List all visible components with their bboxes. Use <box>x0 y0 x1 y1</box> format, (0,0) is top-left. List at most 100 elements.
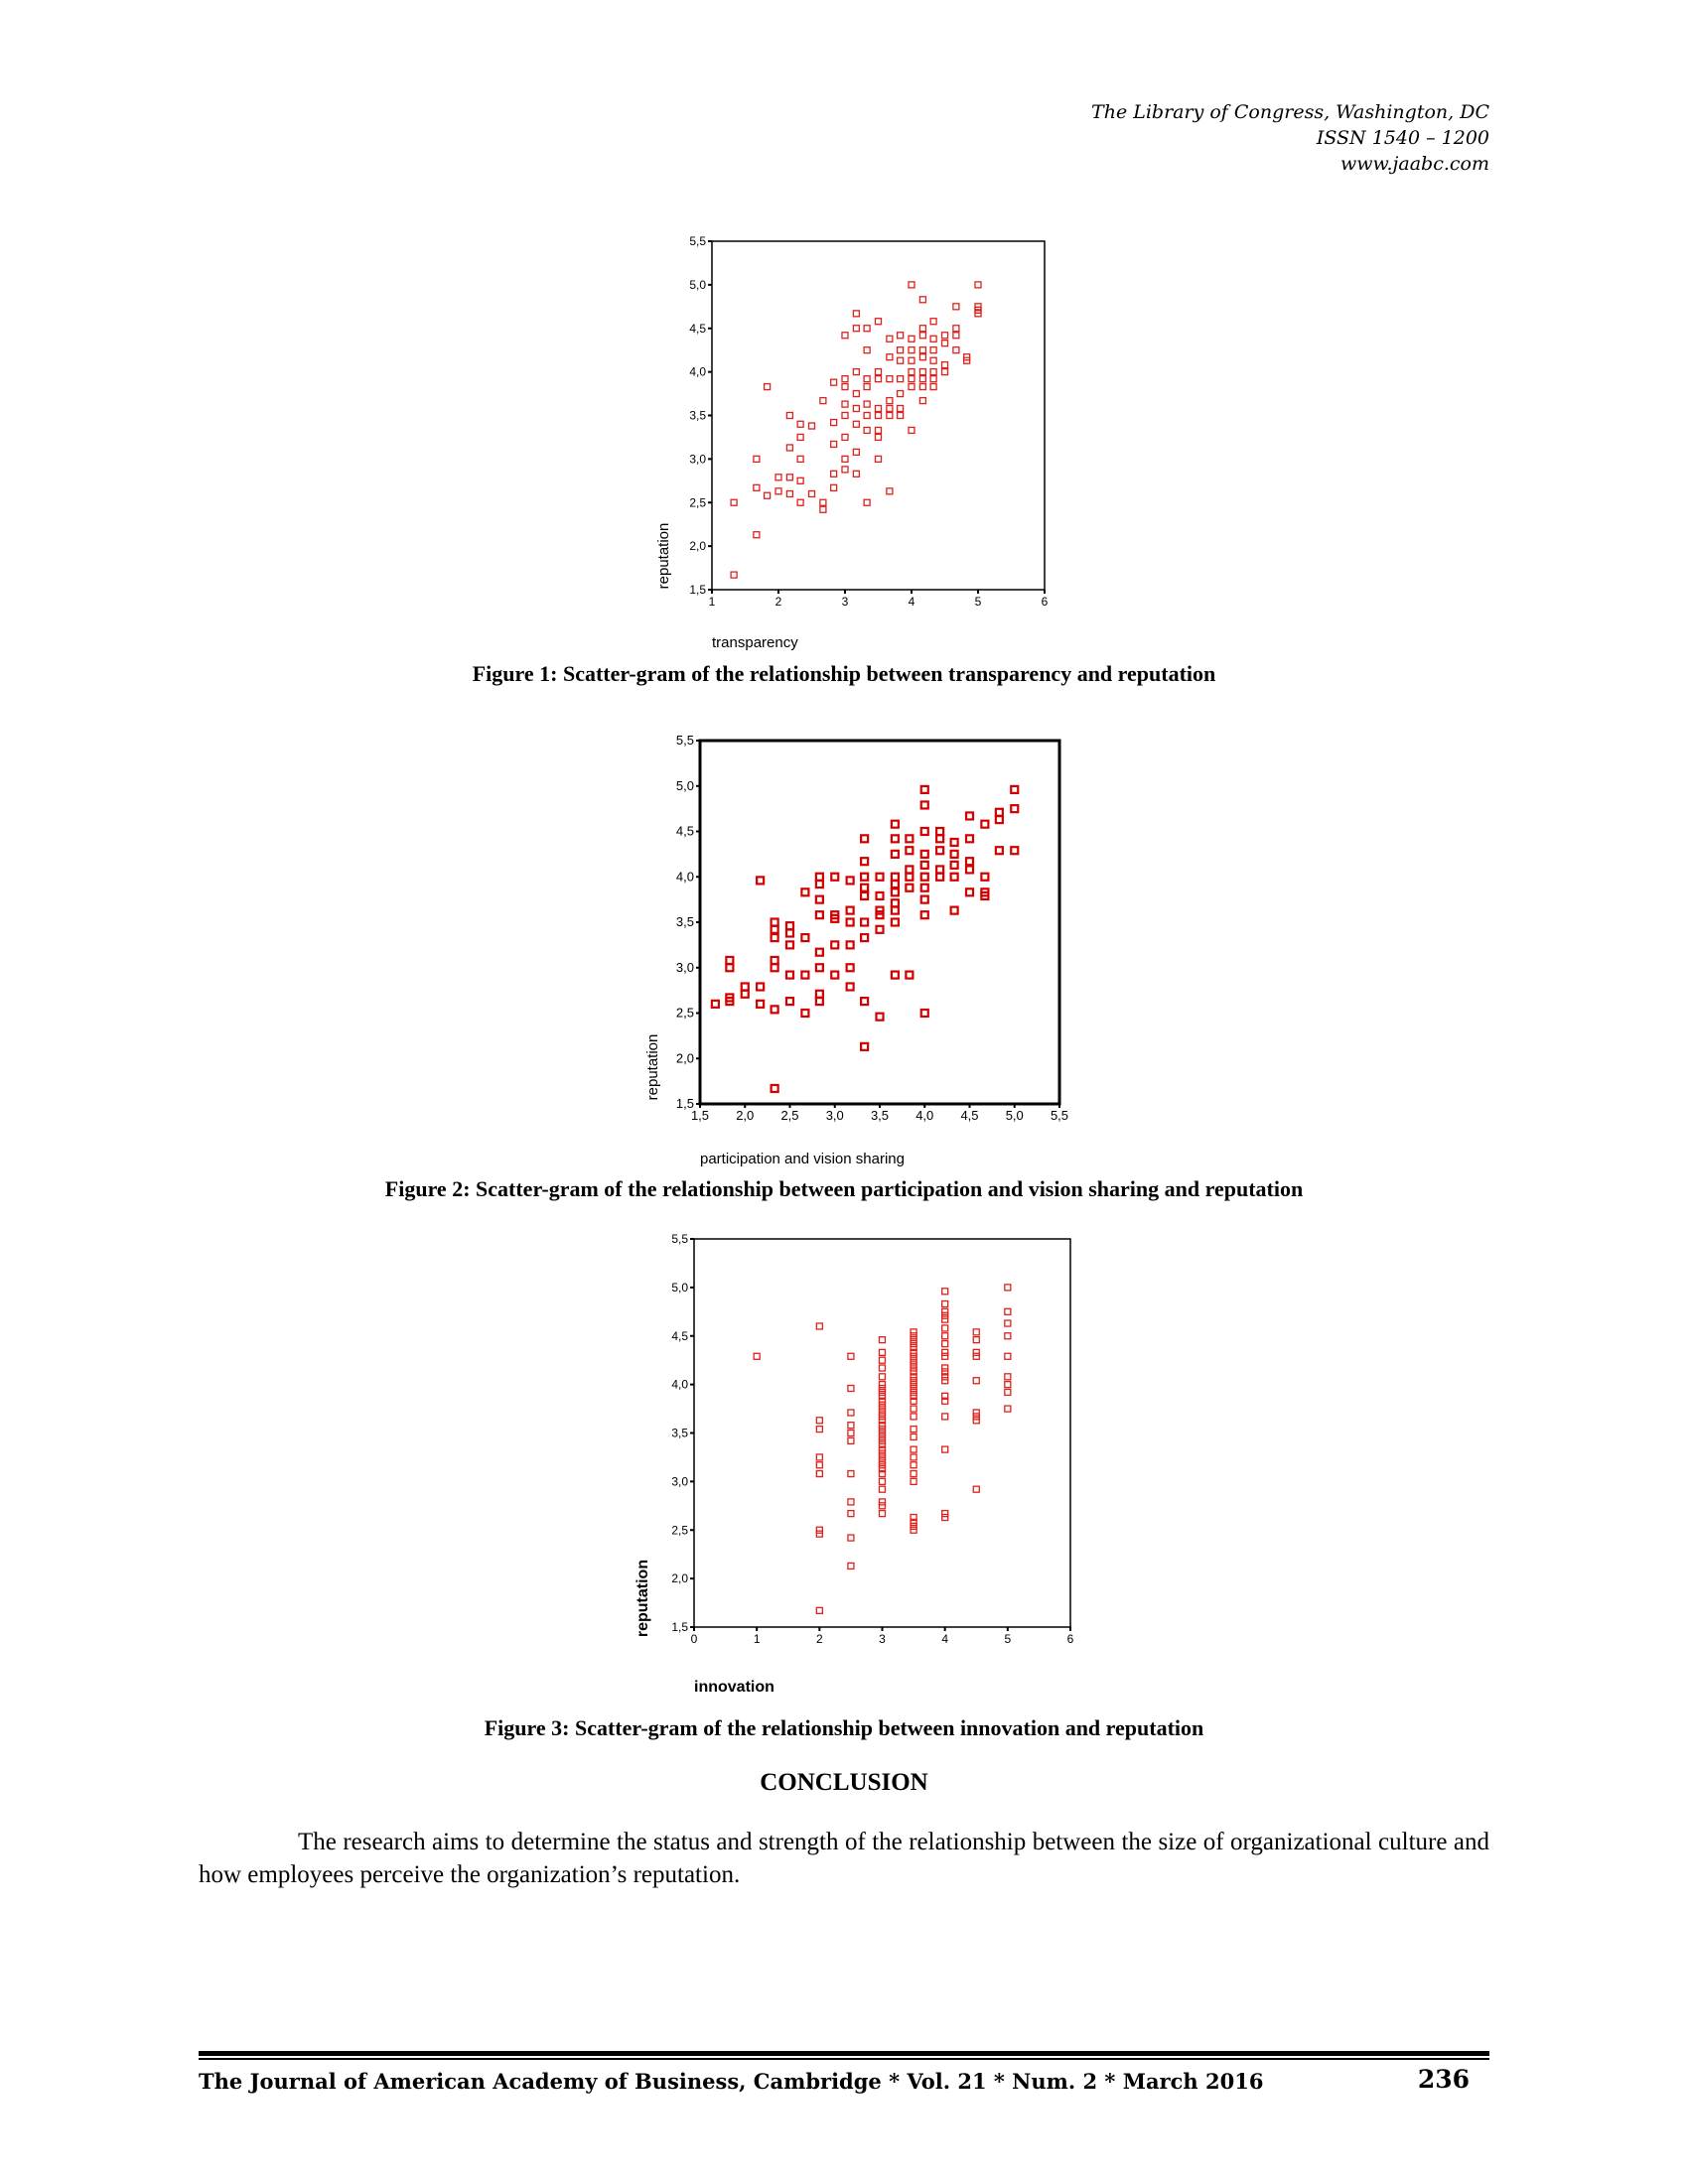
scatter-point <box>860 857 870 867</box>
scatter-point <box>910 1413 917 1421</box>
scatter-point <box>910 1388 917 1397</box>
scatter-point <box>1004 1352 1012 1360</box>
y-tick-label: 2,0 <box>689 539 706 553</box>
scatter-point <box>878 1477 887 1486</box>
scatter-point <box>905 872 914 882</box>
scatter-point <box>847 1534 855 1542</box>
scatter-point <box>890 879 900 889</box>
scatter-point <box>994 846 1004 856</box>
figure-2-caption: Figure 2: Scatter-gram of the relationsh… <box>384 1176 1304 1201</box>
scatter-point <box>952 346 960 354</box>
scatter-point <box>1010 784 1020 795</box>
y-axis-label: reputation <box>655 523 672 590</box>
scatter-point <box>878 1498 887 1506</box>
scatter-point <box>972 1352 980 1360</box>
scatter-point <box>974 281 982 289</box>
scatter-point <box>875 1012 885 1022</box>
scatter-point <box>815 1322 823 1330</box>
scatter-point <box>878 1457 887 1465</box>
scatter-point <box>929 318 937 326</box>
scatter-point <box>905 970 914 980</box>
scatter-point <box>845 876 855 886</box>
scatter-point <box>847 1352 855 1360</box>
scatter-point <box>815 1425 823 1433</box>
scatter-point <box>919 860 929 870</box>
scatter-point <box>852 404 861 413</box>
scatter-point <box>941 1377 949 1385</box>
scatter-point <box>896 389 905 398</box>
scatter-point <box>784 928 795 938</box>
scatter-point <box>940 340 949 347</box>
scatter-point <box>852 448 861 457</box>
scatter-point <box>918 353 927 361</box>
scatter-point <box>1010 846 1020 856</box>
scatter-point <box>841 332 849 340</box>
x-tick-label: 5 <box>975 595 982 609</box>
scatter-point <box>908 367 915 376</box>
scatter-point <box>910 1453 917 1461</box>
scatter-point <box>847 1436 855 1444</box>
scatter-point <box>886 374 894 383</box>
plot-frame <box>693 1238 1071 1628</box>
scatter-point <box>774 487 782 495</box>
scatter-point <box>878 1433 887 1441</box>
scatter-point <box>941 1324 949 1332</box>
scatter-point <box>874 455 883 464</box>
scatter-point <box>919 800 929 810</box>
scatter-point <box>962 356 971 364</box>
scatter-point <box>905 846 914 856</box>
scatter-point <box>908 346 915 354</box>
scatter-point <box>800 970 810 980</box>
scatter-point <box>908 374 915 383</box>
scatter-point <box>890 834 900 844</box>
scatter-point <box>796 420 804 428</box>
x-tick-label: 1,5 <box>691 1108 709 1123</box>
scatter-point <box>815 1530 823 1538</box>
scatter-point <box>896 346 905 354</box>
scatter-point <box>940 332 949 340</box>
y-tick-label: 3,0 <box>676 960 694 975</box>
scatter-point <box>756 876 766 886</box>
scatter-point <box>890 970 900 980</box>
y-tick-label: 5,0 <box>676 778 694 793</box>
header-issn: ISSN 1540 – 1200 <box>1316 127 1489 149</box>
y-tick-label: 1,5 <box>676 1096 694 1111</box>
scatter-point <box>860 917 870 927</box>
scatter-point <box>908 335 915 342</box>
scatter-point <box>878 1397 887 1405</box>
scatter-point <box>910 1364 917 1372</box>
y-tick-label: 4,5 <box>676 824 694 839</box>
scatter-point <box>784 970 795 980</box>
scatter-point <box>980 890 990 901</box>
scatter-point <box>972 1413 980 1421</box>
scatter-point <box>814 997 824 1007</box>
scatter-point <box>929 374 937 383</box>
scatter-point <box>972 1328 980 1336</box>
scatter-point <box>878 1380 887 1389</box>
scatter-point <box>896 332 905 340</box>
scatter-point <box>878 1449 887 1457</box>
y-tick-label: 2,5 <box>689 495 706 509</box>
scatter-point <box>863 382 871 391</box>
x-tick-label: 0 <box>691 1632 698 1646</box>
scatter-point <box>941 1364 949 1372</box>
scatter-point <box>878 1348 887 1357</box>
scatter-point <box>807 422 816 430</box>
scatter-point <box>756 999 766 1009</box>
scatter-point <box>941 1413 949 1421</box>
x-tick-label: 1 <box>709 595 716 609</box>
scatter-point <box>910 1352 917 1360</box>
scatter-point <box>841 455 849 464</box>
scatter-point <box>919 849 929 859</box>
scatter-point <box>860 932 870 943</box>
scatter-point <box>860 883 870 892</box>
y-tick-label: 3,0 <box>671 1474 688 1488</box>
scatter-point <box>874 318 883 326</box>
scatter-point <box>730 571 738 579</box>
scatter-point <box>910 1433 917 1441</box>
scatter-point <box>908 426 915 435</box>
scatter-point <box>910 1332 917 1340</box>
y-tick-label: 4,0 <box>689 365 706 379</box>
